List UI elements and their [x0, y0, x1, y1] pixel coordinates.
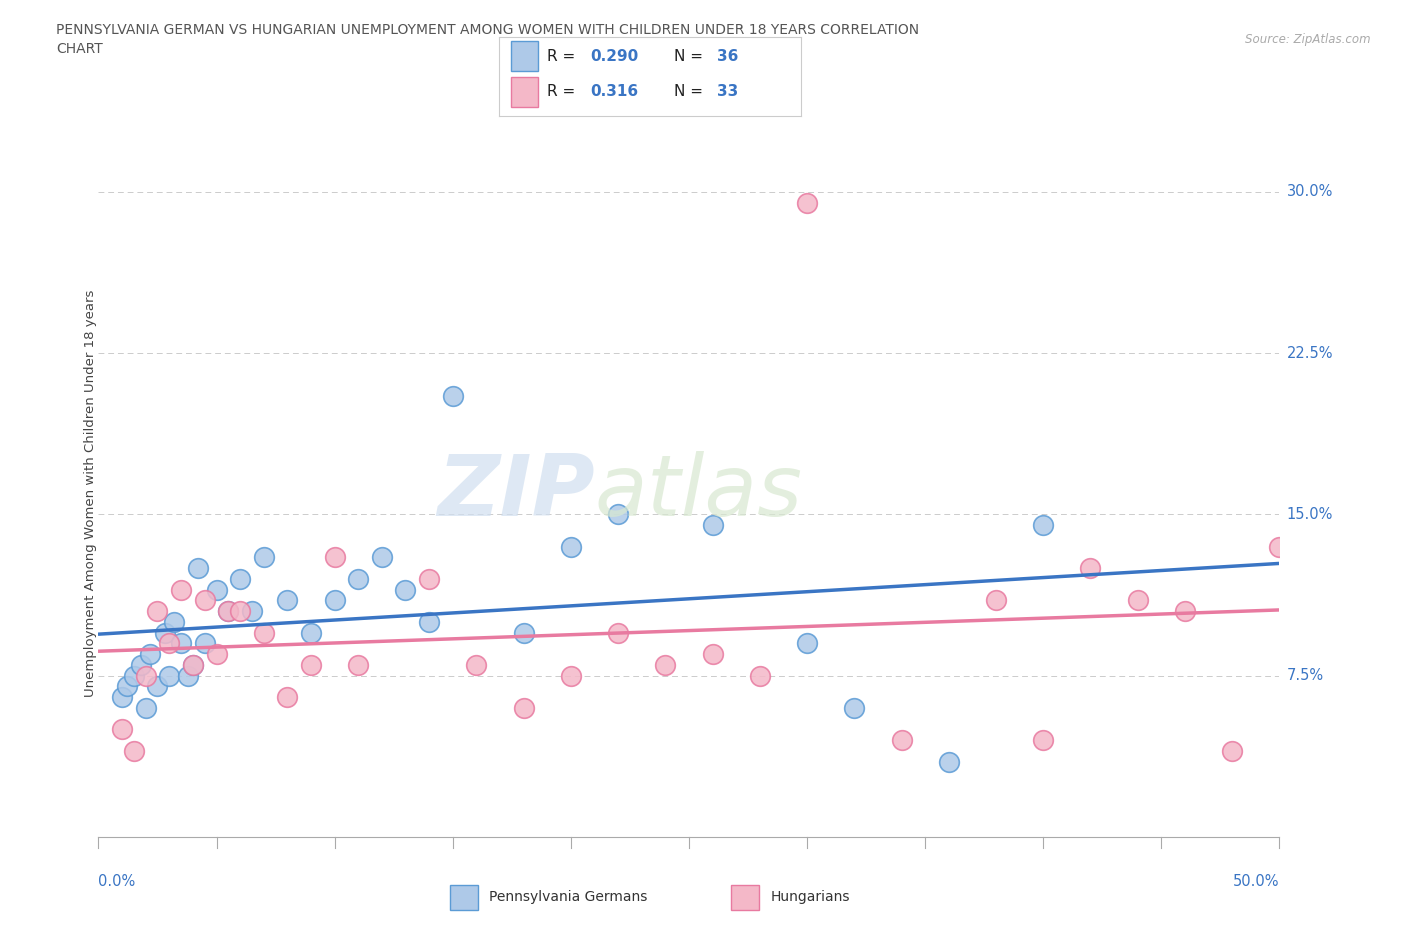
Point [139, 646, 162, 661]
Point [194, 593, 217, 608]
Text: 0.0%: 0.0% [98, 874, 135, 889]
Text: CHART: CHART [56, 42, 103, 56]
Text: 15.0%: 15.0% [1286, 507, 1333, 522]
Point [129, 658, 152, 672]
Point [938, 754, 960, 769]
Point [146, 604, 169, 618]
Text: Hungarians: Hungarians [770, 890, 851, 905]
Text: 50.0%: 50.0% [1233, 874, 1279, 889]
Point [253, 625, 276, 640]
Point [418, 571, 440, 587]
Point [299, 625, 322, 640]
Point [229, 604, 252, 618]
Point [181, 658, 204, 672]
Point [796, 195, 818, 210]
Point [177, 669, 200, 684]
Text: 0.316: 0.316 [591, 85, 638, 100]
Text: atlas: atlas [595, 451, 803, 535]
Point [111, 690, 134, 705]
Y-axis label: Unemployment Among Women with Children Under 18 years: Unemployment Among Women with Children U… [83, 289, 97, 697]
Point [115, 679, 138, 694]
Point [323, 550, 346, 565]
Point [187, 561, 209, 576]
Point [153, 625, 176, 640]
Point [170, 582, 193, 597]
Point [1126, 593, 1149, 608]
Point [560, 669, 582, 684]
Point [441, 389, 464, 404]
Point [135, 700, 157, 715]
Text: 7.5%: 7.5% [1286, 668, 1323, 684]
Point [1080, 561, 1102, 576]
Point [748, 669, 770, 684]
Text: 36: 36 [717, 49, 738, 64]
Point [371, 550, 394, 565]
Point [157, 669, 180, 684]
Text: N =: N = [675, 85, 709, 100]
Point [170, 636, 193, 651]
Point [276, 593, 298, 608]
Point [135, 669, 157, 684]
Text: ZIP: ZIP [437, 451, 595, 535]
Point [122, 744, 145, 759]
FancyBboxPatch shape [512, 41, 538, 72]
Point [1268, 539, 1291, 554]
Text: N =: N = [675, 49, 709, 64]
Point [1032, 518, 1054, 533]
Point [323, 593, 346, 608]
Point [253, 550, 276, 565]
Point [217, 604, 239, 618]
Point [844, 700, 866, 715]
Text: Source: ZipAtlas.com: Source: ZipAtlas.com [1246, 33, 1371, 46]
Point [205, 646, 228, 661]
Point [299, 658, 322, 672]
Point [205, 582, 228, 597]
Point [607, 507, 630, 522]
Point [465, 658, 488, 672]
Point [607, 625, 630, 640]
Point [984, 593, 1007, 608]
Text: 30.0%: 30.0% [1286, 184, 1333, 199]
Point [163, 615, 186, 630]
Point [654, 658, 676, 672]
Point [394, 582, 416, 597]
Point [890, 733, 912, 748]
Point [347, 658, 370, 672]
Text: 0.290: 0.290 [591, 49, 638, 64]
Point [181, 658, 204, 672]
Text: 33: 33 [717, 85, 738, 100]
Point [276, 690, 298, 705]
Point [512, 700, 534, 715]
Point [229, 571, 252, 587]
Text: R =: R = [547, 49, 581, 64]
Text: PENNSYLVANIA GERMAN VS HUNGARIAN UNEMPLOYMENT AMONG WOMEN WITH CHILDREN UNDER 18: PENNSYLVANIA GERMAN VS HUNGARIAN UNEMPLO… [56, 23, 920, 37]
Point [1032, 733, 1054, 748]
Point [240, 604, 263, 618]
Point [418, 615, 440, 630]
Text: R =: R = [547, 85, 581, 100]
FancyBboxPatch shape [512, 77, 538, 107]
Point [157, 636, 180, 651]
Point [122, 669, 145, 684]
Point [512, 625, 534, 640]
Text: Pennsylvania Germans: Pennsylvania Germans [489, 890, 648, 905]
Point [702, 518, 724, 533]
Point [146, 679, 169, 694]
Point [796, 636, 818, 651]
Point [1174, 604, 1197, 618]
Point [111, 722, 134, 737]
Point [217, 604, 239, 618]
Point [560, 539, 582, 554]
Text: 22.5%: 22.5% [1286, 346, 1333, 361]
Point [347, 571, 370, 587]
Point [194, 636, 217, 651]
Point [702, 646, 724, 661]
Point [1220, 744, 1243, 759]
